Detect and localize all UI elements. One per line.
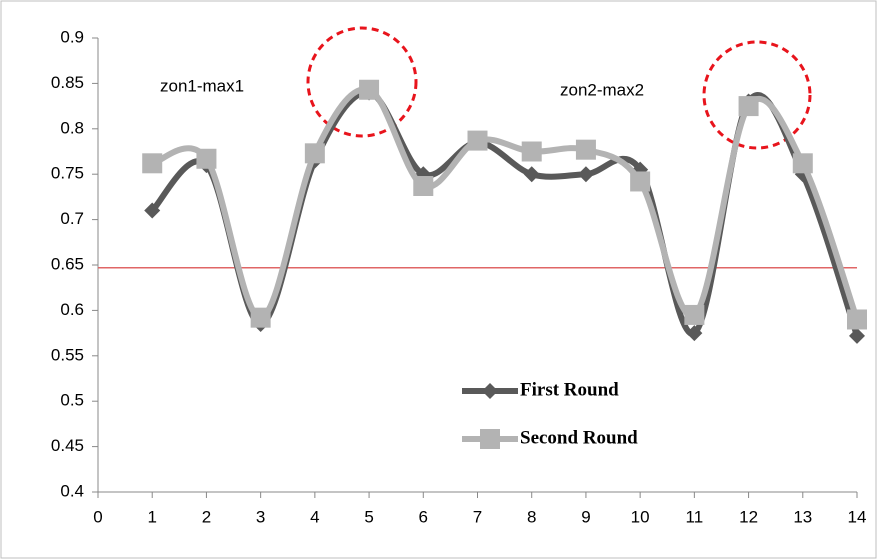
marker [413,176,434,197]
marker [738,96,759,117]
x-tick-label: 1 [147,507,156,526]
marker [577,166,594,183]
x-tick-label: 5 [364,507,373,526]
y-tick-label: 0.4 [60,481,84,500]
highlight-circle [306,26,418,138]
y-tick-label: 0.75 [51,164,84,183]
marker [250,307,271,328]
x-tick-label: 4 [310,507,319,526]
y-tick-label: 0.6 [60,300,84,319]
y-tick-label: 0.45 [51,436,84,455]
marker [684,304,705,325]
marker [523,166,540,183]
marker [196,148,217,169]
marker [480,429,500,449]
marker [521,141,542,162]
x-tick-label: 3 [256,507,265,526]
marker [575,139,596,160]
y-tick-label: 0.85 [51,73,84,92]
x-tick-label: 8 [527,507,536,526]
x-tick-label: 12 [739,507,758,526]
marker [467,130,488,151]
y-tick-label: 0.7 [60,209,84,228]
highlight-circle [702,40,812,150]
y-tick-label: 0.55 [51,345,84,364]
annotation: zon2-max2 [560,80,644,99]
x-tick-label: 11 [686,507,704,526]
marker [847,309,867,330]
y-tick-label: 0.9 [60,27,84,46]
annotation: zon1-max1 [160,76,244,95]
marker [686,325,703,342]
x-tick-label: 10 [631,507,650,526]
marker [630,171,651,192]
marker [304,143,325,164]
x-tick-label: 14 [848,507,867,526]
marker [849,327,865,344]
marker [142,153,163,174]
y-tick-label: 0.5 [60,391,84,410]
marker [359,79,380,100]
x-tick-label: 6 [419,507,428,526]
legend-label: Second Round [520,427,638,448]
x-tick-label: 2 [202,507,211,526]
legend-label: First Round [520,379,619,400]
y-tick-label: 0.8 [60,118,84,137]
marker [482,383,498,399]
x-tick-label: 13 [793,507,812,526]
marker [792,153,813,174]
x-tick-label: 7 [473,507,482,526]
x-tick-label: 0 [93,507,102,526]
y-tick-label: 0.65 [51,254,84,273]
x-tick-label: 9 [581,507,590,526]
marker [144,202,161,219]
